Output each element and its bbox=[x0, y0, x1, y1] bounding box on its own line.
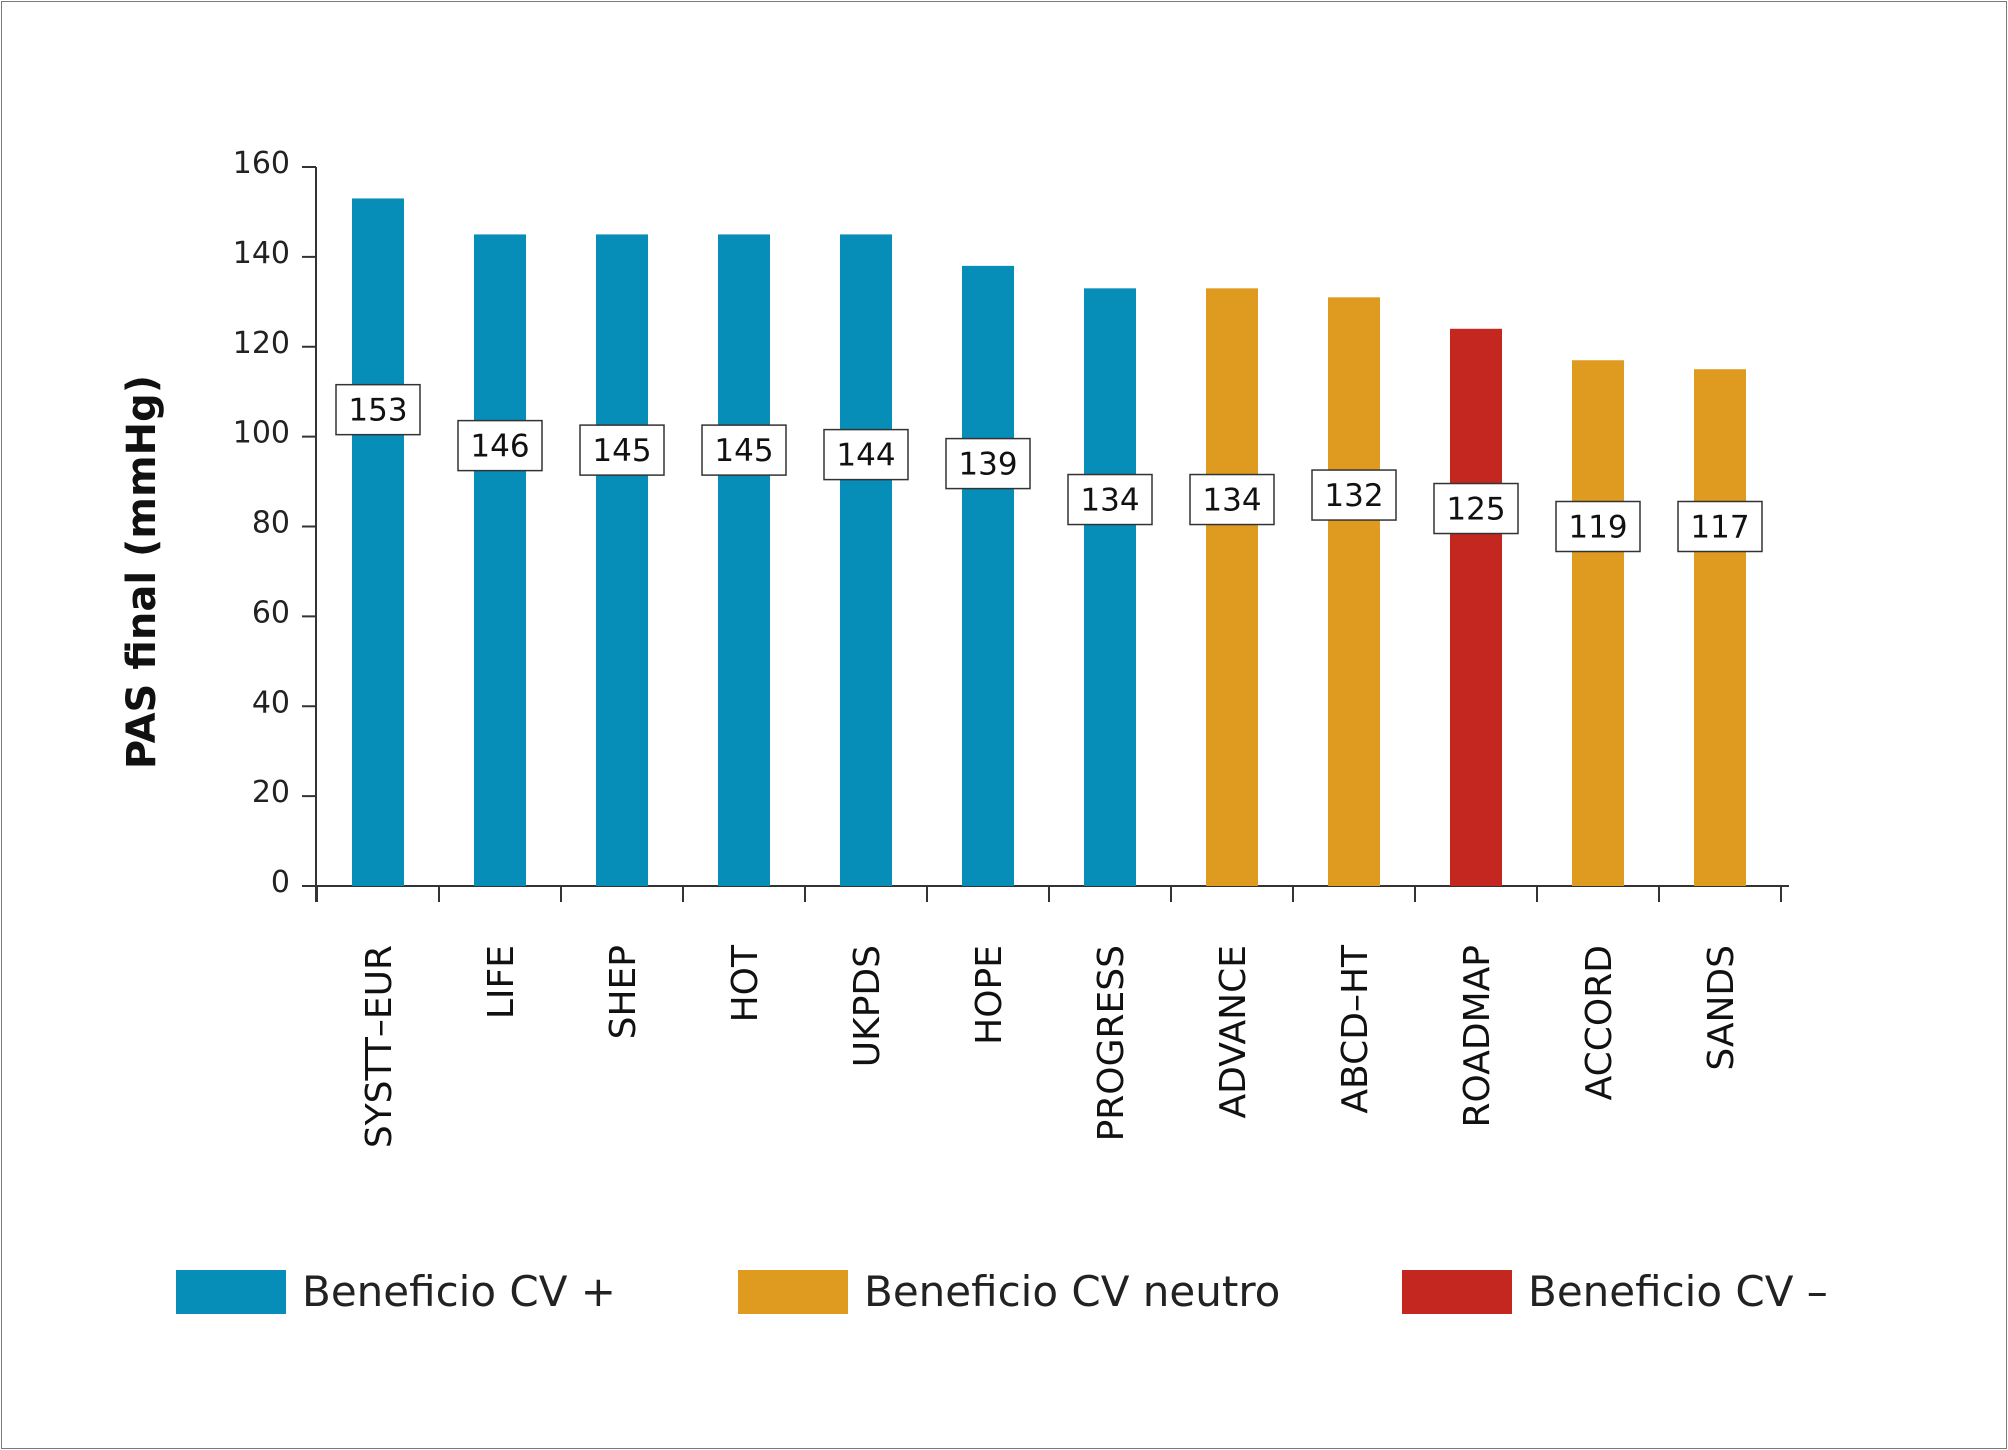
x-tick-label: HOPE bbox=[969, 945, 1010, 1045]
data-label: 134 bbox=[1080, 483, 1139, 519]
y-tick-label: 120 bbox=[233, 326, 290, 361]
data-label-box bbox=[1433, 482, 1519, 535]
legend-label-positive: Beneficio CV + bbox=[302, 1267, 616, 1316]
bar-sands bbox=[1694, 369, 1746, 886]
legend-label-neutral: Beneficio CV neutro bbox=[864, 1267, 1280, 1316]
data-label-box bbox=[1677, 500, 1763, 553]
x-tick-label: ABCD–HT bbox=[1335, 944, 1376, 1114]
data-label: 117 bbox=[1690, 510, 1749, 546]
x-tick-label: SANDS bbox=[1701, 945, 1742, 1071]
data-label: 119 bbox=[1568, 510, 1627, 546]
legend-swatch-positive bbox=[176, 1270, 286, 1314]
x-tick-label: ROADMAP bbox=[1457, 945, 1498, 1127]
data-label-box bbox=[1189, 473, 1275, 526]
y-tick-label: 160 bbox=[233, 146, 290, 181]
data-label: 144 bbox=[836, 438, 895, 474]
legend: Beneficio CV + Beneficio CV neutro Benefic… bbox=[176, 1267, 1828, 1316]
data-label-box bbox=[945, 437, 1031, 490]
data-label-box bbox=[1555, 500, 1641, 553]
bar-ukpds bbox=[840, 234, 892, 886]
data-label-box bbox=[579, 424, 665, 476]
bar-hope bbox=[962, 265, 1014, 886]
bar-progress bbox=[1084, 288, 1136, 886]
y-tick-label: 100 bbox=[233, 416, 290, 451]
x-tick-label: HOT bbox=[725, 944, 766, 1022]
legend-label-negative: Beneficio CV – bbox=[1528, 1267, 1828, 1316]
data-label-box bbox=[457, 419, 543, 472]
y-tick-label: 20 bbox=[252, 775, 290, 810]
bar-systt-eur bbox=[352, 198, 404, 887]
x-tick-label: ACCORD bbox=[1579, 945, 1620, 1100]
data-label: 139 bbox=[958, 447, 1017, 483]
data-label: 132 bbox=[1324, 478, 1383, 514]
bar-roadmap bbox=[1450, 328, 1502, 886]
data-label-box bbox=[701, 424, 787, 476]
bar-abcd-ht bbox=[1328, 297, 1380, 887]
x-tick-label: ADVANCE bbox=[1213, 945, 1254, 1118]
bar-life bbox=[474, 234, 526, 886]
data-label: 146 bbox=[470, 429, 529, 465]
y-axis-title: PAS final (mmHg) bbox=[119, 375, 165, 769]
data-label: 145 bbox=[592, 433, 651, 469]
bars-group bbox=[352, 198, 1746, 887]
x-tick-label: SYSTT–EUR bbox=[359, 945, 400, 1148]
axes: 0 20 40 60 80 100 120 140 160 SYSTT–EUR LIFE SHEP HO… bbox=[233, 146, 1789, 1148]
x-tick-label: UKPDS bbox=[847, 945, 888, 1067]
data-label-box bbox=[1311, 469, 1397, 521]
data-label-box bbox=[823, 428, 909, 481]
data-label-box bbox=[1067, 473, 1153, 526]
x-tick-label: PROGRESS bbox=[1091, 945, 1132, 1141]
data-label: 145 bbox=[714, 433, 773, 469]
bar-hot bbox=[718, 234, 770, 886]
y-tick-label: 80 bbox=[252, 506, 290, 541]
y-tick-label: 0 bbox=[271, 865, 290, 900]
data-label: 153 bbox=[348, 393, 407, 429]
bar-advance bbox=[1206, 288, 1258, 886]
data-label: 125 bbox=[1446, 492, 1505, 528]
data-label-box bbox=[335, 383, 421, 436]
bar-shep bbox=[596, 234, 648, 886]
data-labels-group: 153 146 145 145 144 139 134 134 132 125 119 117 bbox=[335, 383, 1763, 553]
legend-swatch-neutral bbox=[738, 1270, 848, 1314]
legend-swatch-negative bbox=[1402, 1270, 1512, 1314]
x-tick-label: SHEP bbox=[603, 945, 644, 1039]
y-tick-label: 140 bbox=[233, 236, 290, 271]
bar-accord bbox=[1572, 360, 1624, 886]
y-tick-label: 40 bbox=[252, 685, 290, 720]
data-label: 134 bbox=[1202, 483, 1261, 519]
x-tick-label: LIFE bbox=[481, 945, 522, 1019]
y-tick-label: 60 bbox=[252, 595, 290, 630]
